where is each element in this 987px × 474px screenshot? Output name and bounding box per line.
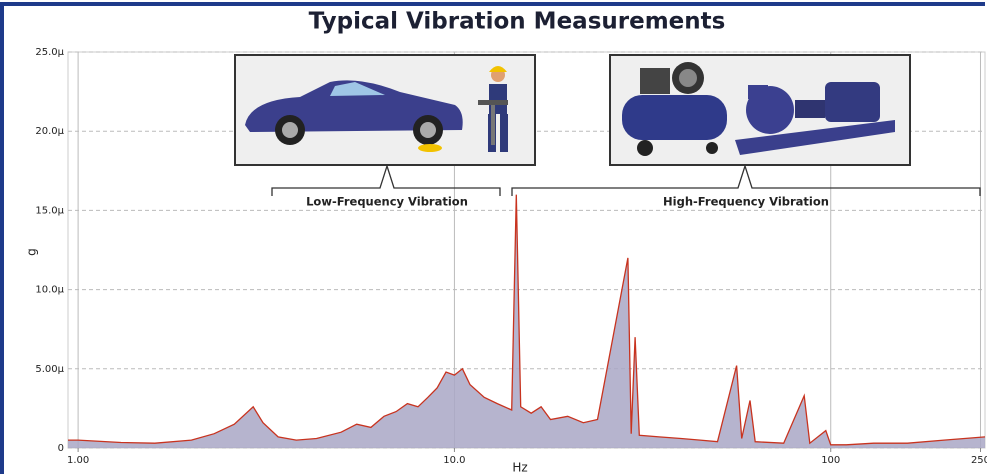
braces bbox=[271, 163, 981, 196]
low-frequency-illustration bbox=[234, 54, 536, 166]
x-tick-label: 100 bbox=[821, 455, 840, 466]
y-tick-label: 0 bbox=[58, 443, 64, 454]
line bbox=[68, 194, 986, 446]
y-tick-label: 15.0μ bbox=[35, 205, 64, 216]
x-axis-label: Hz bbox=[512, 461, 527, 474]
x-tick-label: 10.0 bbox=[443, 455, 465, 466]
annotation: Low-Frequency Vibration bbox=[306, 195, 468, 209]
high-frequency-illustration bbox=[609, 54, 911, 166]
y-tick-label: 25.0μ bbox=[35, 47, 64, 58]
y-axis-label: g bbox=[25, 248, 39, 256]
y-tick-label: 10.0μ bbox=[35, 285, 64, 296]
annotation: High-Frequency Vibration bbox=[663, 195, 829, 209]
chart-title: Typical Vibration Measurements bbox=[309, 9, 726, 35]
x-tick-label: 1.00 bbox=[67, 455, 89, 466]
y-tick-label: 20.0μ bbox=[35, 126, 64, 137]
x-tick-label: 250 bbox=[971, 455, 987, 466]
y-tick-label: 5.00μ bbox=[35, 364, 64, 375]
